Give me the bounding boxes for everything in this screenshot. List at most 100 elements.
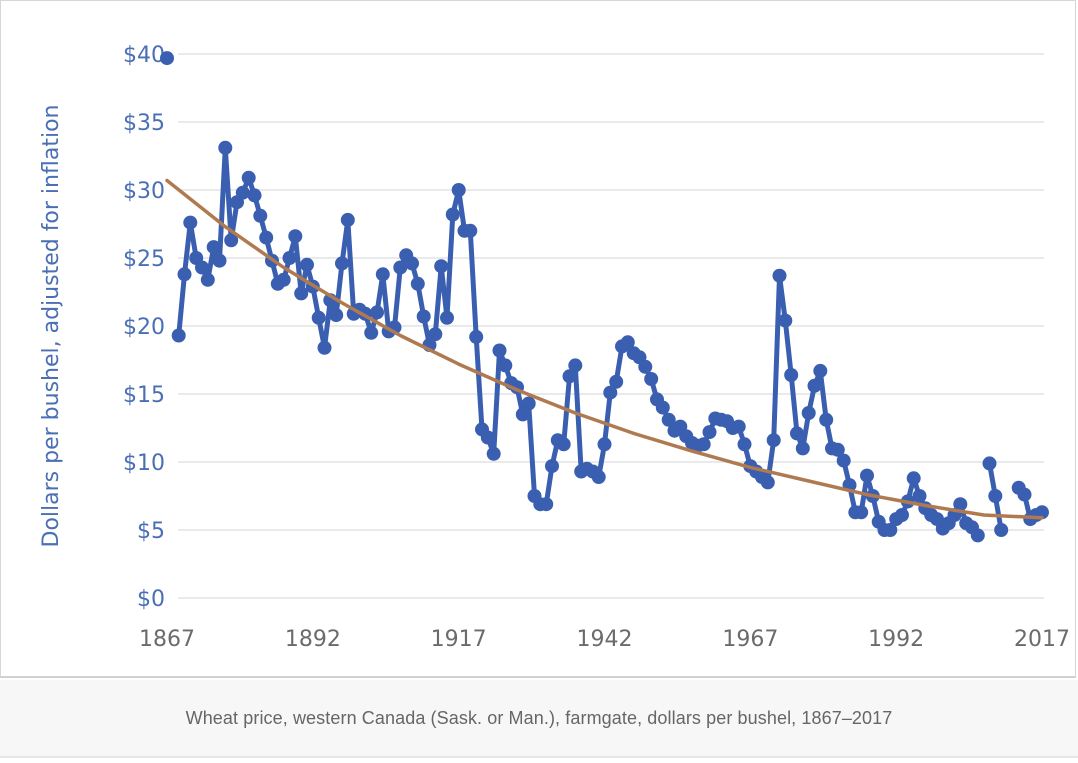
data-point <box>597 437 612 452</box>
data-point <box>206 240 221 255</box>
data-point <box>539 497 554 512</box>
data-point <box>498 358 513 373</box>
data-point <box>836 453 851 468</box>
data-point <box>247 188 262 203</box>
data-point <box>335 256 349 271</box>
data-point <box>434 259 449 274</box>
data-point <box>469 329 484 344</box>
data-point <box>562 369 577 384</box>
data-point <box>883 523 898 537</box>
data-point <box>521 396 536 411</box>
data-point <box>329 308 344 323</box>
price-series <box>160 51 1049 543</box>
trend-line <box>165 178 1044 520</box>
data-point <box>405 256 419 271</box>
data-point <box>235 185 250 200</box>
data-point <box>177 267 192 282</box>
data-point <box>311 310 326 325</box>
gridlines <box>178 53 1044 599</box>
data-point <box>778 313 793 328</box>
data-point <box>970 528 985 543</box>
data-point <box>591 470 606 484</box>
data-point <box>171 328 186 343</box>
data-point <box>241 170 256 185</box>
data-point <box>737 437 752 452</box>
data-point <box>160 51 174 66</box>
x-tick-label: 1992 <box>868 627 924 652</box>
data-point <box>300 257 314 272</box>
data-point <box>655 400 670 415</box>
y-tick-label: $30 <box>123 179 165 204</box>
data-point <box>195 260 209 275</box>
data-point <box>994 523 1009 537</box>
data-point <box>486 446 501 461</box>
data-point <box>819 412 834 427</box>
data-point <box>603 385 618 400</box>
data-point <box>807 378 822 393</box>
data-point <box>813 363 828 378</box>
data-point <box>515 407 530 422</box>
data-point <box>224 233 239 248</box>
data-point <box>492 343 507 358</box>
x-tick-label: 1867 <box>139 627 195 652</box>
data-point <box>860 468 874 483</box>
x-tick-label: 1892 <box>285 627 341 652</box>
x-tick-label: 1917 <box>431 627 487 652</box>
data-point <box>760 475 775 490</box>
y-tick-label: $15 <box>123 383 165 408</box>
y-tick-label: $20 <box>123 315 165 340</box>
y-tick-label: $0 <box>137 587 165 612</box>
data-point <box>772 268 787 283</box>
data-point <box>212 253 227 268</box>
wheat-price-chart: $0 $5 $10 $15 $20 $25 $30 $35 $40 1867 1892 1917 19… <box>39 43 1070 652</box>
data-point <box>440 310 454 325</box>
data-point <box>253 208 268 223</box>
trend-curve <box>165 178 1044 520</box>
data-point <box>480 430 495 445</box>
data-point <box>463 223 478 238</box>
data-point <box>445 207 460 222</box>
y-tick-label: $40 <box>123 43 165 68</box>
data-point <box>912 489 927 503</box>
data-point <box>568 358 583 373</box>
data-point <box>294 286 309 301</box>
data-point <box>428 327 443 342</box>
data-point <box>200 272 215 287</box>
data-point <box>988 489 1003 503</box>
data-point <box>282 251 297 265</box>
y-tick-label: $35 <box>123 111 165 136</box>
data-point <box>375 267 390 282</box>
x-tick-label: 1942 <box>577 627 633 652</box>
data-point <box>702 425 717 440</box>
data-point <box>288 229 303 244</box>
data-point <box>830 442 845 457</box>
x-tick-label: 2017 <box>1014 627 1070 652</box>
data-point <box>661 412 676 427</box>
y-tick-label: $5 <box>137 519 165 544</box>
data-point <box>895 508 909 522</box>
data-point <box>218 140 233 155</box>
data-point <box>953 497 968 512</box>
chart-caption: Wheat price, western Canada (Sask. or Ma… <box>185 707 893 728</box>
y-axis-label: Dollars per bushel, adjusted for inflati… <box>39 105 64 548</box>
data-point <box>696 437 711 452</box>
data-point <box>982 456 997 471</box>
data-point <box>854 505 869 520</box>
data-point <box>638 359 653 374</box>
data-point <box>416 309 431 324</box>
data-point <box>317 340 332 355</box>
data-point <box>1035 505 1049 520</box>
data-point <box>906 471 921 486</box>
data-point <box>644 372 659 386</box>
data-point <box>784 368 799 382</box>
data-point <box>276 272 291 287</box>
data-point <box>1017 487 1032 502</box>
data-point <box>795 441 810 456</box>
x-axis-ticks: 1867 1892 1917 1942 1967 1992 2017 <box>139 627 1070 652</box>
data-point <box>451 183 466 197</box>
data-point <box>410 276 425 291</box>
data-point <box>393 260 408 275</box>
x-tick-label: 1967 <box>722 627 778 652</box>
data-point <box>259 230 274 245</box>
data-point <box>364 325 379 340</box>
